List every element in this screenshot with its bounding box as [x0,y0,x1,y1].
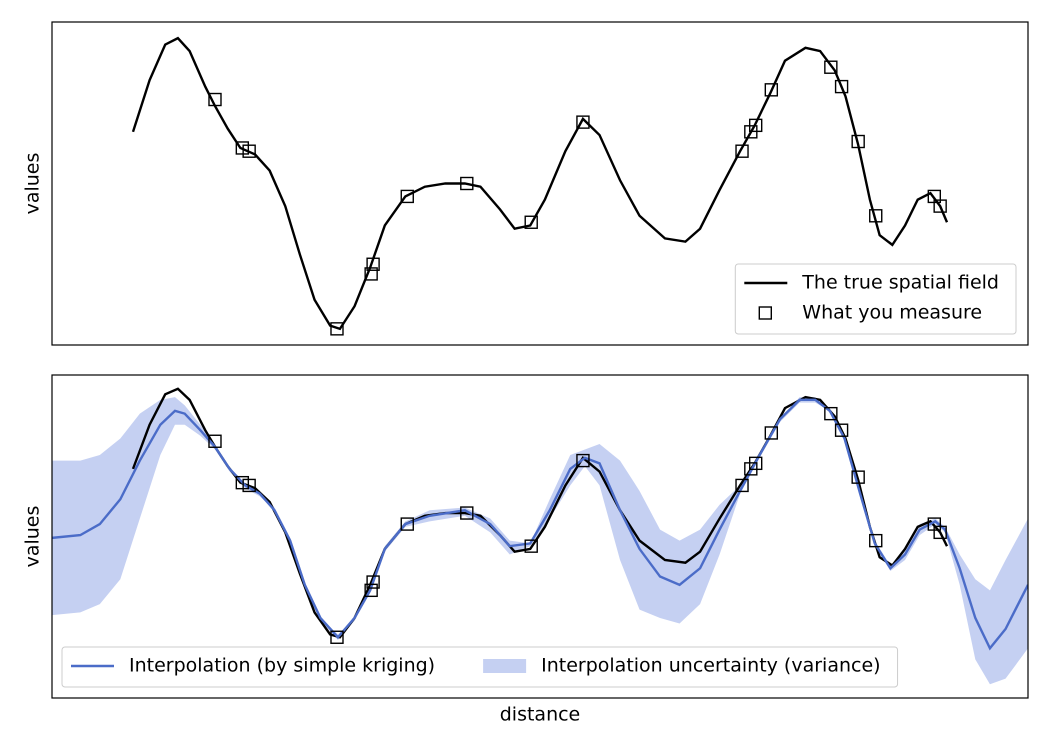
marker [208,434,222,448]
marker [869,533,883,548]
legend-label: Interpolation (by simple kriging) [129,655,435,677]
legend: Interpolation (by simple kriging) Interpo… [61,646,899,688]
marker [364,583,378,598]
marker [242,144,256,158]
marker [764,83,779,97]
x-axis-label: distance [500,704,581,726]
marker [735,478,749,493]
legend-swatch [483,659,527,673]
legend-label: Interpolation uncertainty (variance) [541,655,880,677]
legend-swatch [758,306,772,320]
marker [748,118,763,133]
marker [366,257,380,271]
legend: The true spatial field What you measure [734,263,1017,335]
marker [242,478,256,493]
y-axis-label: values [22,506,44,568]
marker [869,209,883,223]
marker [834,79,849,94]
marker [400,517,414,531]
marker [933,199,947,213]
marker [764,426,779,440]
marker [851,470,865,484]
marker [748,456,763,471]
marker [576,115,590,129]
marker [400,189,414,204]
line [52,398,1028,651]
marker [235,475,250,490]
marker [933,525,947,540]
marker [330,322,344,336]
legend-label: The true spatial field [801,272,999,294]
marker [330,630,344,644]
marker [460,176,474,191]
line [131,387,949,639]
marker [524,539,538,553]
plot-area [52,387,1028,685]
marker [851,134,865,149]
legend-label: What you measure [802,302,982,324]
legend-box [734,263,1017,335]
marker [824,406,838,421]
line [131,36,949,331]
plot-area [131,36,949,336]
marker [366,575,380,589]
axes-frame [51,374,1029,699]
marker [208,92,222,107]
marker [364,267,378,281]
marker [524,215,538,229]
y-axis-label: values [22,153,44,215]
marker [834,423,849,437]
marker [460,506,474,520]
marker [235,141,250,155]
marker [576,453,590,468]
axes-frame [51,21,1029,346]
legend-box [61,646,899,688]
marker [824,60,838,74]
marker [735,144,749,158]
